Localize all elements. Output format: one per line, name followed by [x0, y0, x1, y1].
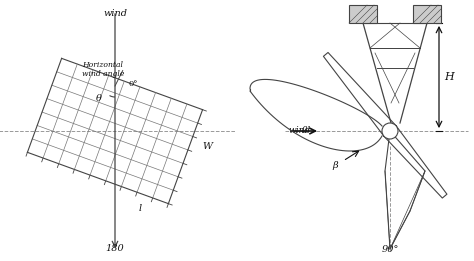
- Bar: [349, 5, 377, 23]
- Text: 90°: 90°: [381, 245, 399, 254]
- Circle shape: [382, 123, 398, 139]
- Text: wind: wind: [103, 9, 127, 18]
- Text: l: l: [138, 204, 142, 213]
- Text: 180: 180: [106, 244, 124, 253]
- Text: Horizontal
wind angle: Horizontal wind angle: [82, 61, 124, 78]
- Bar: [413, 5, 441, 23]
- Text: W: W: [202, 142, 212, 151]
- Text: 0: 0: [302, 126, 308, 135]
- Text: wind: wind: [289, 126, 311, 135]
- Text: β: β: [332, 162, 338, 170]
- Text: H: H: [444, 72, 454, 82]
- Text: 0°: 0°: [129, 80, 138, 88]
- Text: θ: θ: [96, 94, 102, 103]
